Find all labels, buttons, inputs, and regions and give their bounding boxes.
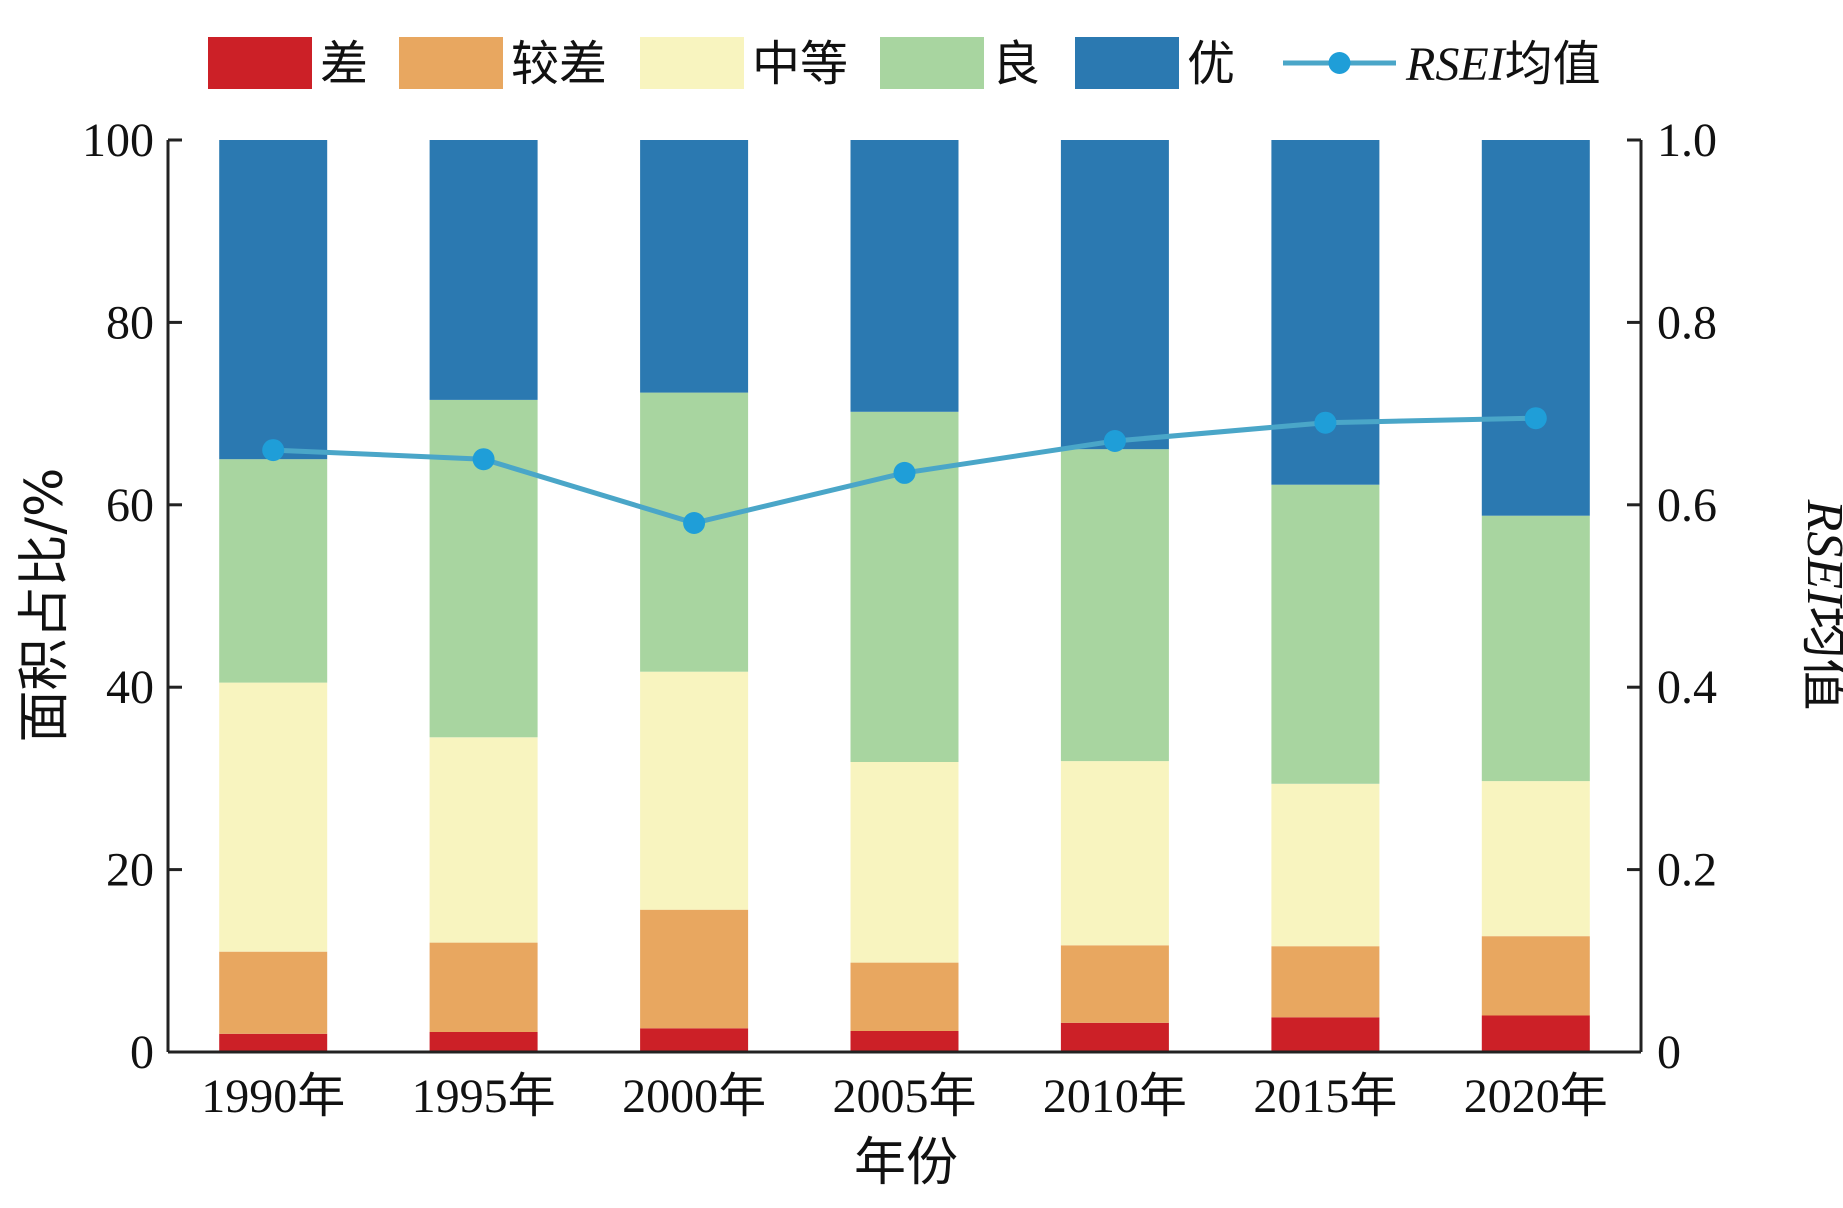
rsei-point: [1314, 411, 1337, 434]
bar-segment: [429, 140, 538, 400]
bar-segment: [429, 1031, 538, 1052]
bar-segment: [1060, 449, 1169, 762]
y2-axis-title: RSEI均值: [1795, 499, 1843, 711]
bar-segment: [640, 140, 749, 393]
y-axis-title: 面积占比/%: [15, 468, 75, 743]
bar-segment: [1271, 783, 1380, 947]
bar-segment: [1481, 515, 1590, 782]
bar-segment: [219, 682, 328, 952]
rsei-point: [893, 461, 916, 484]
legend-line-marker: [1328, 52, 1351, 74]
y-tick-label: 60: [106, 479, 154, 532]
rsei-point: [472, 448, 495, 471]
x-tick-label: 2015年: [1253, 1070, 1397, 1123]
bar-segment: [850, 140, 959, 412]
bar-segment: [219, 1033, 328, 1052]
bar-segment: [429, 942, 538, 1032]
x-tick-label: 2005年: [832, 1070, 976, 1123]
bar-segment: [850, 962, 959, 1031]
bar-segment: [1271, 484, 1380, 784]
x-tick-label: 2010年: [1043, 1070, 1187, 1123]
bar-segment: [1271, 946, 1380, 1018]
legend-label: 中等: [752, 36, 848, 92]
legend-swatch: [399, 37, 503, 89]
bar-segment: [640, 671, 749, 910]
legend-label: 差: [320, 36, 368, 92]
x-tick-label: 1995年: [412, 1070, 556, 1123]
bar-segment: [1481, 781, 1590, 937]
ticks-layer: 0 20 40 60 80 100 0 0.2 0.4 0.6 0.8 1.0 1990年 1995年 20…: [82, 114, 1717, 1123]
y-tick-label: 80: [106, 296, 154, 349]
bar-segment: [219, 459, 328, 683]
y2-tick-label: 1.0: [1657, 114, 1717, 167]
bar-segment: [1481, 936, 1590, 1016]
rsei-point: [1103, 430, 1126, 452]
bar-segment: [1481, 140, 1590, 516]
rsei-point: [1524, 407, 1547, 430]
rsei-point: [683, 512, 706, 534]
axes-layer: [166, 140, 1643, 1054]
rsei-point: [262, 439, 285, 462]
bar-segment: [640, 1028, 749, 1052]
legend: 差 较差 中等 良 优 RSEI均值: [208, 36, 1601, 92]
y2-axis-title-italic: RSEI: [1796, 499, 1843, 610]
y2-tick-label: 0: [1657, 1026, 1681, 1079]
bar-segment: [219, 140, 328, 460]
legend-label: 优: [1187, 36, 1235, 92]
legend-label: 良: [992, 36, 1040, 92]
rsei-line-layer: [262, 407, 1547, 534]
bar-segment: [1060, 140, 1169, 450]
y-tick-label: 100: [82, 114, 154, 167]
legend-swatch: [880, 37, 984, 89]
bar-segment: [1060, 945, 1169, 1023]
legend-label-rsei: RSEI均值: [1405, 36, 1601, 92]
legend-label: 较差: [511, 36, 607, 92]
bar-segment: [1481, 1015, 1590, 1052]
y-tick-label: 20: [106, 844, 154, 897]
y2-tick-label: 0.4: [1657, 661, 1717, 714]
y2-tick-label: 0.8: [1657, 296, 1717, 349]
bars-layer: [219, 140, 1590, 1052]
legend-swatch: [640, 37, 744, 89]
bar-segment: [429, 737, 538, 943]
legend-label-rsei-italic: RSEI: [1405, 38, 1507, 91]
legend-swatch: [208, 37, 312, 89]
x-tick-label: 2000年: [622, 1070, 766, 1123]
y2-tick-label: 0.2: [1657, 844, 1717, 897]
bar-segment: [1060, 761, 1169, 946]
bar-segment: [219, 951, 328, 1034]
x-tick-label: 1990年: [201, 1070, 345, 1123]
x-tick-label: 2020年: [1464, 1070, 1608, 1123]
bar-segment: [850, 1031, 959, 1052]
y-tick-label: 40: [106, 661, 154, 714]
legend-swatch: [1075, 37, 1179, 89]
x-axis-title: 年份: [854, 1133, 958, 1193]
bar-segment: [640, 909, 749, 1029]
bar-segment: [1271, 1017, 1380, 1052]
legend-label-rsei-rest: 均值: [1505, 36, 1601, 92]
y2-tick-label: 0.6: [1657, 479, 1717, 532]
bar-segment: [1060, 1022, 1169, 1052]
y2-axis-title-rest: 均值: [1795, 606, 1843, 710]
bar-segment: [850, 762, 959, 963]
y-tick-label: 0: [130, 1026, 154, 1079]
